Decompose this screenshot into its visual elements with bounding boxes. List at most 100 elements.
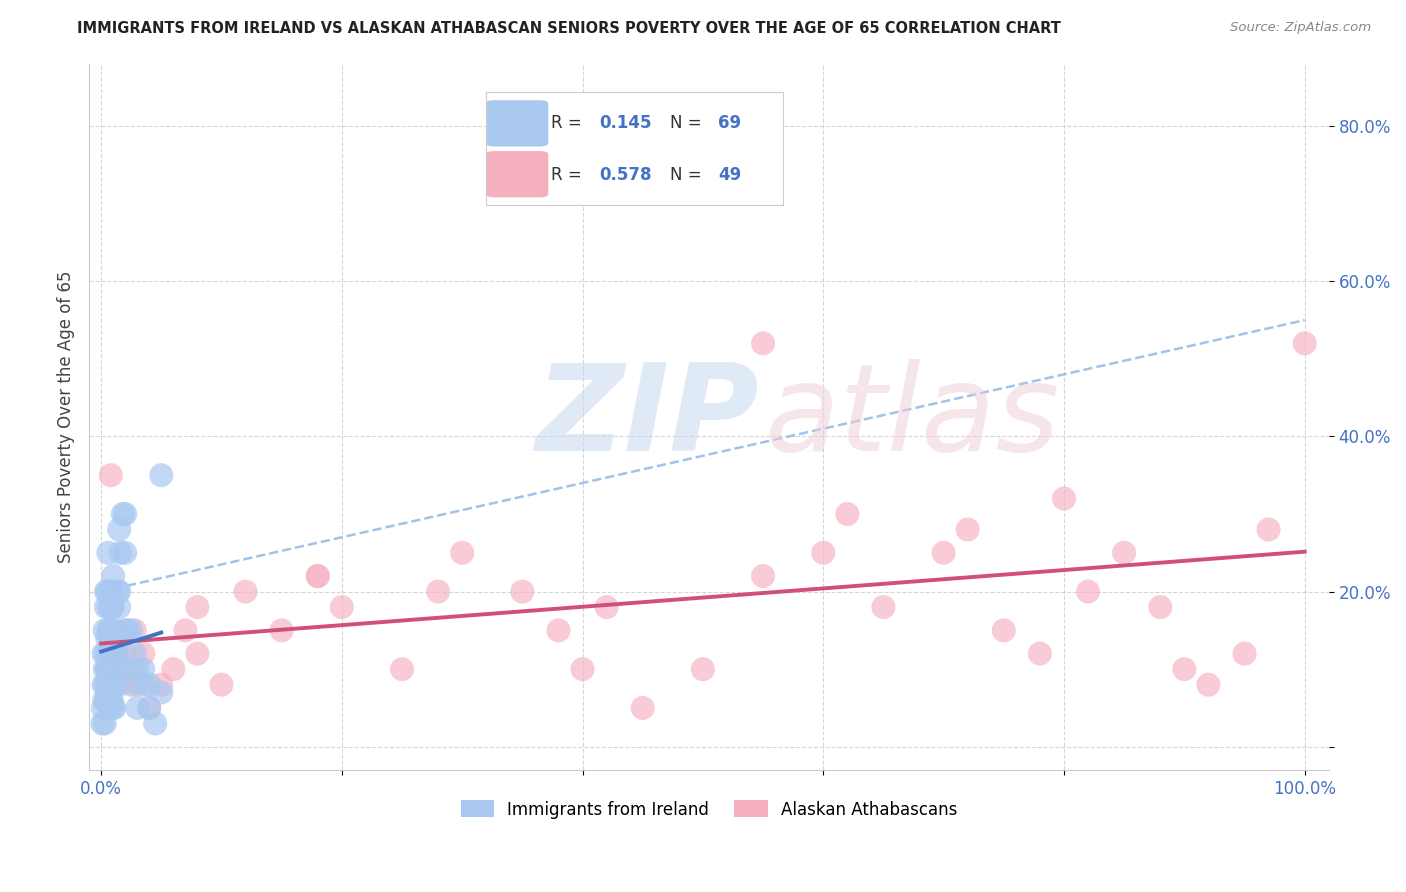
Point (307, 569, 329, 583)
Point (101, 701, 124, 715)
Point (100, 631, 122, 645)
Point (96, 693, 118, 707)
Point (101, 600, 124, 615)
Point (124, 624, 146, 638)
Point (692, 662, 714, 676)
Point (1077, 584, 1099, 599)
Point (138, 701, 160, 715)
Point (595, 600, 617, 615)
Point (98, 662, 121, 676)
Point (100, 468, 122, 483)
Point (752, 569, 775, 583)
Point (127, 662, 149, 676)
Point (108, 678, 131, 692)
Point (108, 584, 131, 599)
Point (813, 546, 835, 560)
Point (127, 701, 149, 715)
Point (872, 600, 894, 615)
Text: Source: ZipAtlas.com: Source: ZipAtlas.com (1230, 21, 1371, 34)
Point (93, 693, 115, 707)
Point (98, 678, 121, 692)
Point (96, 662, 118, 676)
Point (571, 662, 593, 676)
Point (150, 468, 173, 483)
Point (111, 662, 134, 676)
Point (1197, 678, 1219, 692)
Text: IMMIGRANTS FROM IRELAND VS ALASKAN ATHABASCAN SENIORS POVERTY OVER THE AGE OF 65: IMMIGRANTS FROM IRELAND VS ALASKAN ATHAB… (77, 21, 1062, 36)
Point (512, 584, 534, 599)
Point (100, 647, 122, 661)
Point (97, 624, 120, 638)
Point (101, 662, 124, 676)
Point (117, 624, 139, 638)
Point (101, 647, 124, 661)
Point (98, 701, 121, 715)
Point (120, 662, 142, 676)
Point (100, 685, 122, 699)
Point (956, 523, 979, 537)
Legend: Immigrants from Ireland, Alaskan Athabascans: Immigrants from Ireland, Alaskan Athabas… (454, 794, 965, 825)
Point (96, 662, 118, 676)
Text: ZIP: ZIP (536, 359, 759, 475)
Point (1294, 336, 1316, 351)
Point (427, 584, 450, 599)
Point (101, 647, 124, 661)
Point (103, 678, 125, 692)
Point (100, 678, 122, 692)
Point (1257, 523, 1279, 537)
Point (631, 701, 654, 715)
Point (138, 701, 160, 715)
Point (94, 693, 117, 707)
Point (93, 678, 115, 692)
Y-axis label: Seniors Poverty Over the Age of 65: Seniors Poverty Over the Age of 65 (58, 271, 75, 563)
Point (391, 662, 413, 676)
Point (100, 584, 122, 599)
Point (94, 584, 117, 599)
Point (235, 584, 257, 599)
Point (150, 678, 173, 692)
Point (101, 569, 124, 583)
Point (97, 584, 120, 599)
Point (97, 600, 120, 615)
Point (132, 678, 155, 692)
Point (143, 716, 166, 731)
Point (114, 647, 136, 661)
Point (127, 678, 149, 692)
Point (105, 631, 128, 645)
Point (93, 624, 115, 638)
Point (1173, 662, 1195, 676)
Point (1114, 546, 1136, 560)
Point (211, 678, 233, 692)
Point (114, 546, 136, 560)
Point (1233, 647, 1256, 661)
Point (162, 662, 184, 676)
Point (105, 647, 128, 661)
Point (104, 624, 127, 638)
Point (108, 600, 131, 615)
Point (110, 546, 132, 560)
Point (101, 693, 124, 707)
Point (91, 716, 114, 731)
Point (451, 546, 474, 560)
Point (120, 624, 142, 638)
Point (103, 701, 125, 715)
Point (124, 647, 146, 661)
Point (307, 569, 329, 583)
Point (93, 647, 115, 661)
Point (96, 662, 118, 676)
Point (101, 624, 124, 638)
Point (1053, 491, 1076, 506)
Point (104, 662, 127, 676)
Point (547, 624, 569, 638)
Text: atlas: atlas (765, 359, 1060, 475)
Point (97, 647, 120, 661)
Point (104, 647, 127, 661)
Point (97, 678, 120, 692)
Point (97, 546, 120, 560)
Point (108, 523, 131, 537)
Point (132, 662, 155, 676)
Point (186, 600, 208, 615)
Point (330, 600, 353, 615)
Point (94, 647, 117, 661)
Point (132, 647, 155, 661)
